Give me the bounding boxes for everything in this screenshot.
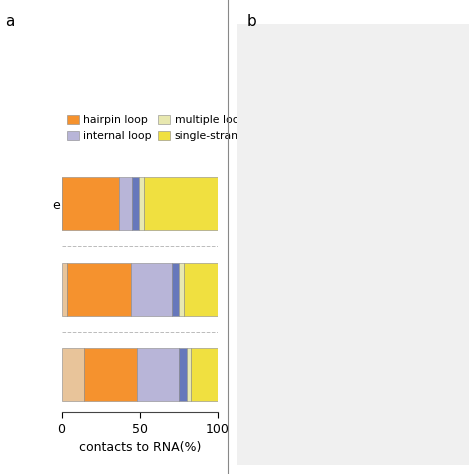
Bar (137, 348, 179, 401)
Bar (144, 177, 218, 230)
Bar (179, 348, 187, 401)
Bar (62, 177, 119, 230)
Bar (179, 263, 183, 316)
Bar (187, 348, 191, 401)
Bar (172, 263, 179, 316)
Text: b: b (246, 14, 256, 29)
Text: a: a (5, 14, 14, 29)
Bar (62, 263, 67, 316)
Legend: hairpin loop, internal loop, multiple loop, single-stranded: hairpin loop, internal loop, multiple lo… (67, 115, 259, 141)
Bar (183, 263, 218, 316)
Bar (131, 263, 172, 316)
Bar (67, 263, 131, 316)
Bar (191, 348, 218, 401)
Bar (139, 177, 144, 230)
Bar (119, 177, 132, 230)
X-axis label: contacts to RNA(%): contacts to RNA(%) (79, 441, 201, 455)
Bar (62, 348, 83, 401)
Bar (132, 177, 139, 230)
Bar (83, 348, 137, 401)
